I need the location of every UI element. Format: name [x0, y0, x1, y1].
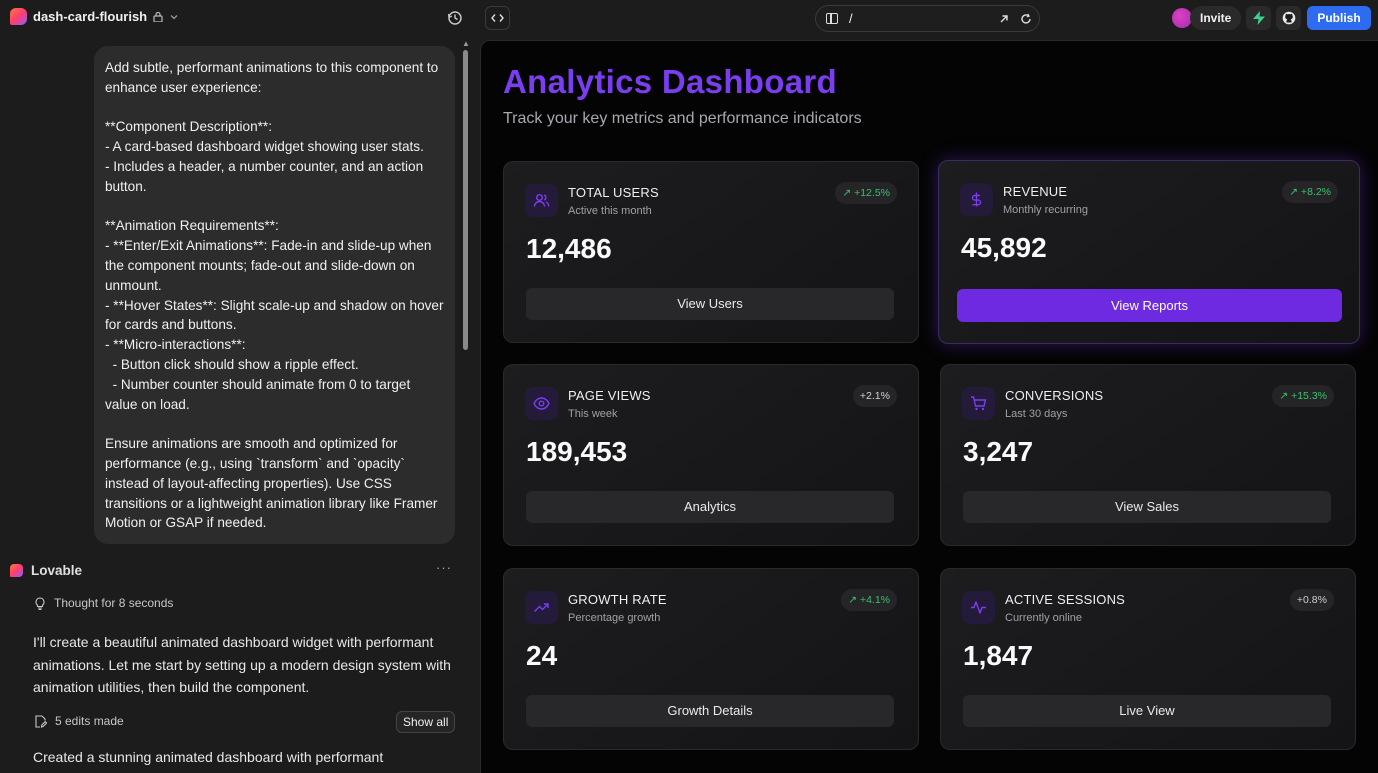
- invite-button[interactable]: Invite: [1190, 6, 1242, 30]
- trend-badge: +0.8%: [1289, 589, 1334, 611]
- trend-badge: ↗ +12.5%: [835, 182, 897, 204]
- card-description: Monthly recurring: [1003, 204, 1088, 216]
- card-label: ACTIVE SESSIONS: [1005, 592, 1126, 607]
- stat-card-revenue[interactable]: REVENUE Monthly recurring ↗ +8.2% 45,892…: [938, 160, 1360, 344]
- card-description: This week: [568, 408, 618, 420]
- file-edit-icon: [35, 714, 47, 728]
- assistant-summary: Created a stunning animated dashboard wi…: [33, 749, 384, 765]
- open-external-icon[interactable]: [998, 13, 1010, 25]
- trend-badge: ↗ +8.2%: [1282, 181, 1338, 203]
- sidebar-toggle-icon[interactable]: [826, 13, 838, 24]
- stat-card-active-sessions[interactable]: ACTIVE SESSIONS Currently online +0.8% 1…: [940, 568, 1356, 750]
- supabase-button[interactable]: [1246, 6, 1271, 30]
- app-preview: Analytics Dashboard Track your key metri…: [480, 40, 1378, 773]
- card-label: TOTAL USERS: [568, 185, 659, 200]
- card-description: Last 30 days: [1005, 408, 1068, 420]
- live-view-button[interactable]: Live View: [963, 695, 1331, 727]
- card-description: Percentage growth: [568, 612, 661, 624]
- trend-badge: +2.1%: [852, 385, 897, 407]
- card-value: 24: [526, 640, 558, 671]
- stat-card-total-users[interactable]: TOTAL USERS Active this month ↗ +12.5% 1…: [503, 161, 919, 343]
- cart-icon: [962, 387, 995, 420]
- lock-icon: [153, 11, 163, 22]
- card-label: CONVERSIONS: [1005, 388, 1104, 403]
- project-name: dash-card-flourish: [33, 9, 148, 24]
- url-path[interactable]: /: [849, 11, 853, 26]
- supabase-icon: [1252, 11, 1265, 25]
- card-label: REVENUE: [1003, 184, 1068, 199]
- github-button[interactable]: [1276, 6, 1301, 30]
- trending-up-icon: [525, 591, 558, 624]
- scroll-up-arrow-icon[interactable]: ▲: [462, 39, 470, 48]
- top-bar: dash-card-flourish / Invite Publish: [0, 0, 1378, 36]
- lightbulb-icon: [35, 596, 45, 610]
- chat-panel: ▲ Add subtle, performant animations to t…: [0, 36, 480, 773]
- lovable-logo-icon: [10, 564, 23, 577]
- history-icon[interactable]: [446, 9, 464, 27]
- stat-card-page-views[interactable]: PAGE VIEWS This week +2.1% 189,453 Analy…: [503, 364, 919, 546]
- edits-summary[interactable]: 5 edits made: [34, 714, 124, 728]
- github-icon: [1282, 11, 1295, 25]
- user-avatar[interactable]: [1172, 8, 1192, 28]
- assistant-header: Lovable: [10, 563, 82, 578]
- card-value: 12,486: [526, 233, 612, 264]
- reload-icon[interactable]: [1020, 13, 1032, 25]
- growth-details-button[interactable]: Growth Details: [526, 695, 894, 727]
- preview-url-bar[interactable]: /: [815, 5, 1040, 32]
- trend-badge: ↗ +4.1%: [841, 589, 897, 611]
- dollar-icon: [960, 183, 993, 216]
- card-value: 3,247: [963, 436, 1034, 467]
- edits-text: 5 edits made: [55, 714, 124, 728]
- card-value: 1,847: [963, 640, 1034, 671]
- trend-badge: ↗ +15.3%: [1272, 385, 1334, 407]
- card-value: 45,892: [961, 232, 1047, 263]
- thought-text: Thought for 8 seconds: [54, 596, 174, 610]
- stat-card-growth-rate[interactable]: GROWTH RATE Percentage growth ↗ +4.1% 24…: [503, 568, 919, 750]
- analytics-button[interactable]: Analytics: [526, 491, 894, 523]
- chat-scrollbar[interactable]: [463, 50, 468, 350]
- user-message-bubble: Add subtle, performant animations to thi…: [94, 46, 455, 544]
- view-users-button[interactable]: View Users: [526, 288, 894, 320]
- card-label: PAGE VIEWS: [568, 388, 651, 403]
- view-sales-button[interactable]: View Sales: [963, 491, 1331, 523]
- assistant-name: Lovable: [31, 563, 83, 578]
- thought-indicator[interactable]: Thought for 8 seconds: [34, 596, 173, 610]
- card-value: 189,453: [526, 436, 628, 467]
- assistant-reply: I'll create a beautiful animated dashboa…: [33, 634, 451, 695]
- card-description: Active this month: [568, 205, 652, 217]
- show-all-button[interactable]: Show all: [396, 711, 456, 733]
- users-icon: [525, 184, 558, 217]
- code-icon: [491, 14, 504, 22]
- page-title: Analytics Dashboard: [503, 63, 837, 100]
- code-view-button[interactable]: [485, 6, 510, 30]
- more-options-icon[interactable]: ···: [436, 560, 452, 575]
- stat-card-conversions[interactable]: CONVERSIONS Last 30 days ↗ +15.3% 3,247 …: [940, 364, 1356, 546]
- chevron-down-icon: [170, 14, 178, 19]
- publish-button[interactable]: Publish: [1307, 6, 1371, 30]
- lovable-logo-icon: [10, 8, 27, 25]
- page-subtitle: Track your key metrics and performance i…: [503, 110, 862, 127]
- view-reports-button[interactable]: View Reports: [957, 289, 1342, 322]
- card-description: Currently online: [1005, 612, 1083, 624]
- card-label: GROWTH RATE: [568, 592, 667, 607]
- eye-icon: [525, 387, 558, 420]
- activity-icon: [962, 591, 995, 624]
- project-selector[interactable]: dash-card-flourish: [10, 8, 179, 25]
